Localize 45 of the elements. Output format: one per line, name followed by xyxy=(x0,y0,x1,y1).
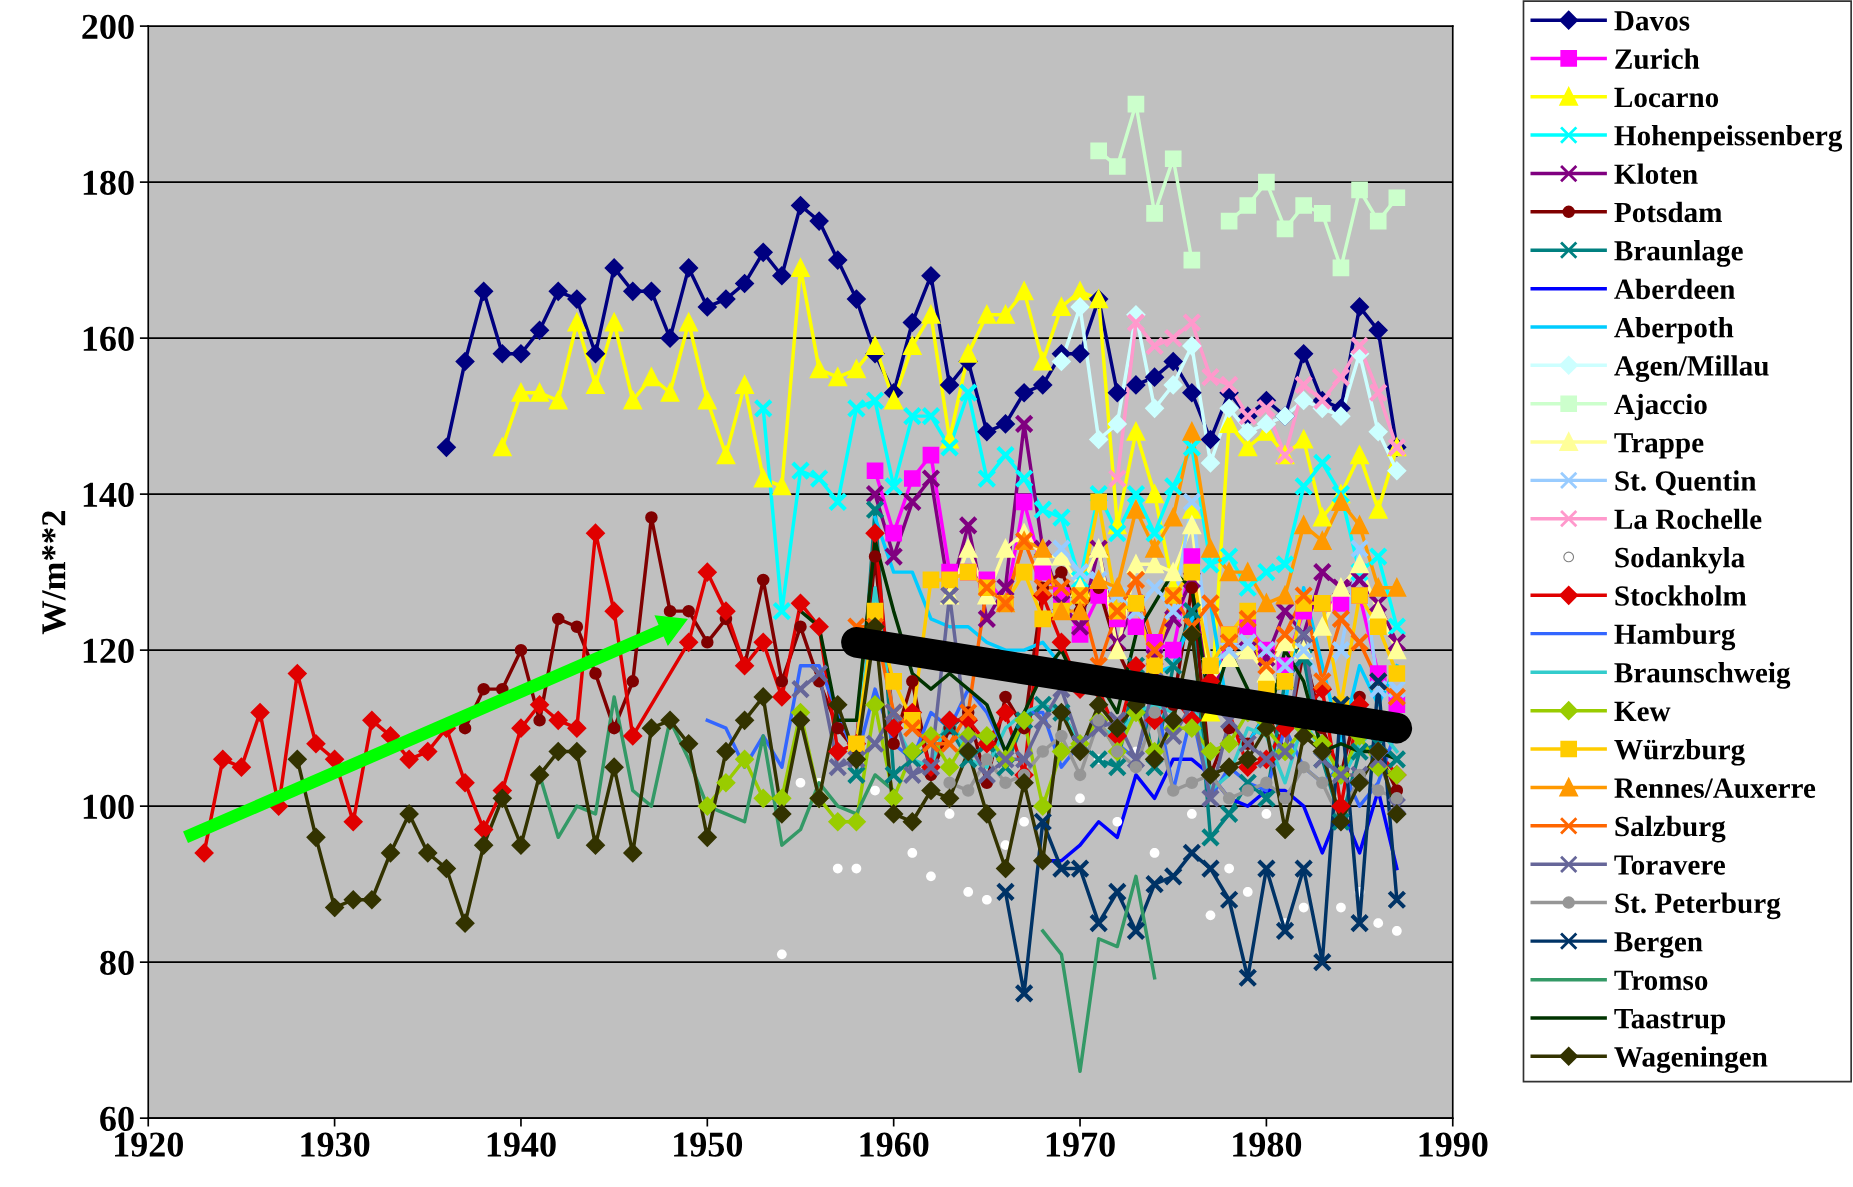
x-tick-label: 1960 xyxy=(860,1132,929,1157)
y-tick-label: 160 xyxy=(83,326,134,352)
y-tick-label: 200 xyxy=(82,14,134,39)
y-axis-title: W/m**2 xyxy=(42,510,66,635)
y-tick-label: 60 xyxy=(100,1106,134,1132)
legend-label: Davos xyxy=(1614,11,1690,31)
legend-label: Ajaccio xyxy=(1614,393,1707,421)
legend-label: Potsdam xyxy=(1614,201,1722,223)
legend-label: Stockholm xyxy=(1615,585,1747,606)
legend-label: Braunlage xyxy=(1614,240,1743,267)
legend-label: Würzburg xyxy=(1614,738,1745,766)
legend-label: Trappe xyxy=(1614,433,1704,459)
legend-label: St. Peterburg xyxy=(1615,892,1781,920)
legend-label: Salzburg xyxy=(1615,815,1726,843)
legend-label: Locarno xyxy=(1614,87,1719,108)
y-tick-label: 100 xyxy=(83,794,134,820)
x-tick-label: 1980 xyxy=(1233,1132,1302,1157)
y-tick-label: 180 xyxy=(83,170,134,195)
x-tick-label: 1990 xyxy=(1419,1132,1488,1157)
legend-label: Agen/Millau xyxy=(1614,355,1769,382)
legend-label: Aberpoth xyxy=(1614,316,1734,344)
y-tick-label: 120 xyxy=(83,638,134,664)
legend-label: Wageningen xyxy=(1614,1046,1768,1073)
legend-label: Bergen xyxy=(1614,932,1703,958)
x-tick-label: 1970 xyxy=(1046,1132,1115,1157)
legend-label: St. Quentin xyxy=(1615,470,1757,496)
x-tick-label: 1930 xyxy=(301,1132,370,1157)
y-tick-label: 140 xyxy=(83,482,134,508)
legend-label: Zurich xyxy=(1615,48,1700,69)
legend-label: Tromso xyxy=(1614,970,1708,991)
legend-label: La Rochelle xyxy=(1614,508,1762,530)
legend-label: Toravere xyxy=(1614,855,1725,875)
x-tick-label: 1940 xyxy=(487,1132,556,1157)
y-tick-label: 80 xyxy=(100,950,134,976)
legend-label: Hamburg xyxy=(1614,623,1736,651)
legend-label: Braunschweig xyxy=(1614,662,1791,689)
legend-label: Rennes/Auxerre xyxy=(1614,778,1816,799)
legend-label: Sodankyla xyxy=(1615,546,1745,574)
legend-label: Hohenpeissenberg xyxy=(1614,125,1843,152)
legend-label: Taastrup xyxy=(1614,1009,1726,1035)
x-tick-label: 1920 xyxy=(115,1132,183,1157)
x-tick-label: 1950 xyxy=(674,1132,743,1157)
legend-label: Kew xyxy=(1614,701,1671,722)
legend-label: Kloten xyxy=(1614,163,1698,185)
legend-label: Aberdeen xyxy=(1614,278,1735,300)
